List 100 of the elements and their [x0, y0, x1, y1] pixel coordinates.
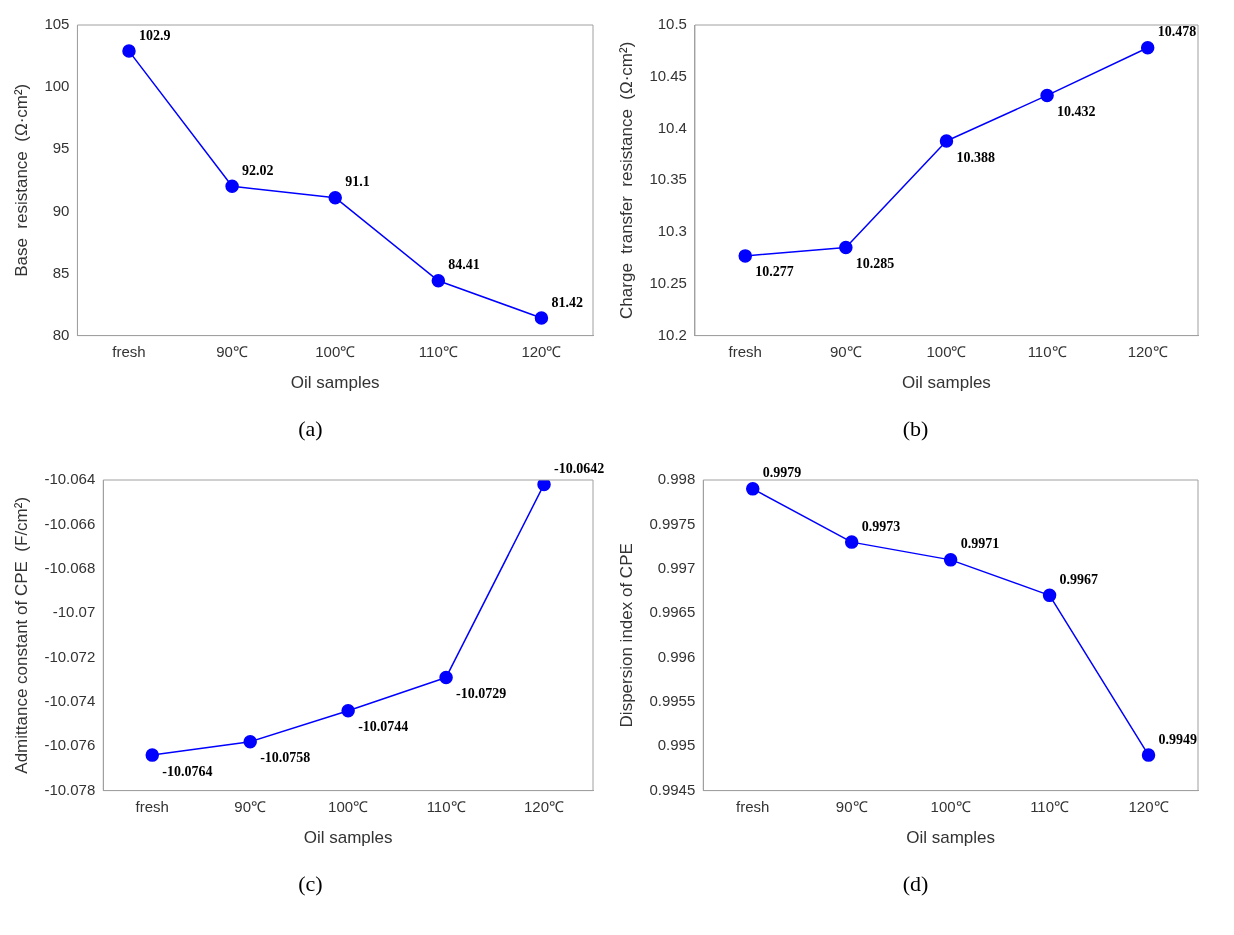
data-label: 10.478 — [1157, 24, 1197, 40]
x-tick-label: 120℃ — [524, 797, 565, 815]
y-tick-label: 10.3 — [657, 222, 687, 240]
text: (a) — [297, 416, 324, 442]
x-tick-label: fresh — [728, 342, 762, 360]
y-tick-label: 95 — [52, 139, 70, 157]
x-tick-label: fresh — [736, 797, 770, 815]
point — [145, 748, 159, 762]
x-tick-label: 90℃ — [835, 797, 868, 815]
point — [844, 535, 859, 549]
data-label: 84.41 — [448, 257, 480, 273]
x-axis-title: Oil samples — [906, 828, 996, 848]
x-axis-title: Oil samples — [303, 828, 393, 848]
data-label: 10.388 — [956, 149, 995, 165]
data-label: 0.9967 — [1059, 571, 1099, 587]
point — [439, 670, 453, 685]
x-tick-label: 100℃ — [315, 342, 356, 360]
y-tick-label: -10.064 — [44, 470, 96, 488]
data-label: 10.285 — [855, 256, 895, 272]
point — [534, 311, 549, 325]
x-tick-label: 110℃ — [1027, 342, 1067, 360]
point — [1042, 588, 1057, 603]
x-tick-label: fresh — [135, 797, 169, 815]
text: (b) — [901, 416, 930, 442]
point — [746, 482, 760, 496]
x-tick-label: 120℃ — [1128, 797, 1169, 815]
data-label: 10.432 — [1057, 104, 1096, 120]
point — [431, 274, 446, 288]
y-tick-label: 85 — [52, 263, 70, 281]
x-tick-label: 120℃ — [1127, 342, 1168, 360]
point — [839, 240, 853, 255]
data-label: -10.0744 — [358, 719, 409, 735]
x-tick-label: 100℃ — [926, 342, 967, 360]
data-label: 81.42 — [551, 294, 583, 310]
x-tick-label: 100℃ — [930, 797, 971, 815]
point — [1141, 748, 1156, 762]
data-label: 91.1 — [345, 174, 370, 190]
data-label: 92.02 — [242, 162, 274, 178]
data-label: 0.9971 — [960, 536, 1000, 552]
x-tick-label: 100℃ — [328, 797, 369, 815]
data-label: 0.9973 — [861, 518, 901, 534]
data-label: 10.277 — [755, 264, 794, 280]
x-tick-label: 120℃ — [521, 342, 562, 360]
point — [1140, 41, 1155, 55]
y-tick-label: -10.068 — [44, 558, 96, 576]
data-label: -10.0758 — [260, 750, 311, 766]
y-tick-label: -10.072 — [44, 647, 96, 665]
y-tick-label: -10.076 — [44, 736, 96, 754]
y-tick-label: -10.07 — [52, 603, 96, 621]
data-label: -10.0764 — [162, 763, 213, 779]
y-tick-label: -10.066 — [44, 514, 96, 532]
y-tick-label: 10.2 — [657, 325, 687, 343]
point — [341, 703, 355, 718]
text: (c) — [297, 871, 324, 897]
y-tick-label: 100 — [44, 77, 70, 95]
y-axis-title: Base resistance (Ω·cm²) — [11, 83, 31, 277]
y-tick-label: 105 — [44, 15, 70, 33]
x-tick-label: 110℃ — [1030, 797, 1070, 815]
y-tick-label: 0.9965 — [649, 603, 696, 621]
y-axis-title: Dispersion index of CPE — [616, 543, 636, 728]
data-label: 0.9949 — [1158, 731, 1198, 747]
point — [1040, 88, 1054, 103]
point — [943, 553, 958, 567]
data-label: 102.9 — [138, 27, 171, 43]
y-tick-label: 0.996 — [657, 647, 696, 665]
y-axis-title: Admittance constant of CPE (F/cm²) — [11, 496, 31, 774]
x-tick-label: fresh — [112, 342, 146, 360]
data-label: -10.0729 — [456, 686, 507, 702]
y-tick-label: 10.35 — [649, 170, 687, 188]
x-tick-label: 110℃ — [426, 797, 466, 815]
x-axis-title: Oil samples — [902, 373, 991, 393]
x-axis-title: Oil samples — [290, 373, 380, 393]
x-tick-label: 90℃ — [216, 342, 248, 360]
y-tick-label: 90 — [52, 201, 70, 219]
y-tick-label: 10.45 — [649, 66, 687, 84]
x-tick-label: 110℃ — [418, 342, 458, 360]
text: (d) — [901, 871, 930, 897]
x-tick-label: 90℃ — [234, 797, 267, 815]
y-tick-label: 10.4 — [657, 118, 687, 136]
y-tick-label: 0.997 — [657, 558, 696, 576]
y-tick-label: 10.25 — [649, 273, 687, 291]
y-tick-label: 0.9945 — [649, 780, 696, 798]
y-tick-label: 0.995 — [657, 736, 696, 754]
y-tick-label: 0.9975 — [649, 514, 696, 532]
point — [122, 44, 136, 58]
y-tick-label: 10.5 — [657, 15, 687, 33]
y-tick-label: 0.9955 — [649, 692, 696, 709]
point — [243, 735, 257, 749]
y-axis-title: Charge transfer resistance (Ω·cm²) — [616, 41, 636, 319]
point — [939, 134, 954, 148]
y-tick-label: 0.998 — [657, 470, 696, 488]
data-label: -10.0642 — [554, 461, 605, 477]
y-tick-label: -10.078 — [44, 780, 96, 798]
y-tick-label: -10.074 — [44, 692, 96, 709]
point — [328, 190, 342, 205]
point — [738, 249, 752, 263]
point — [537, 480, 551, 492]
y-tick-label: 80 — [52, 325, 70, 343]
data-label: 0.9979 — [762, 465, 802, 481]
point — [225, 179, 239, 194]
